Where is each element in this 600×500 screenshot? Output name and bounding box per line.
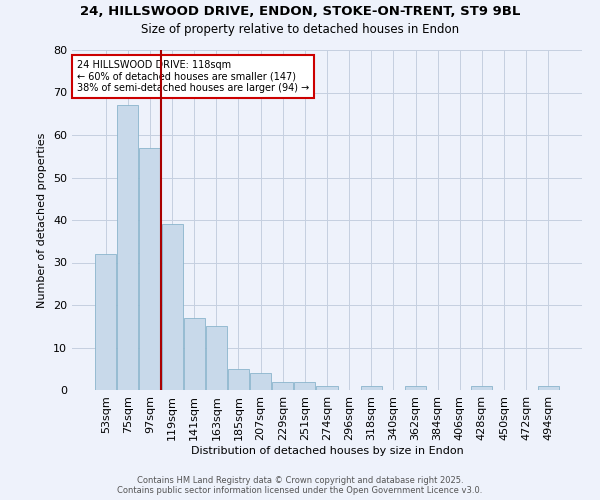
Text: Size of property relative to detached houses in Endon: Size of property relative to detached ho… [141, 22, 459, 36]
Bar [161, 224, 182, 390]
Bar [405, 386, 426, 390]
Bar [538, 386, 559, 390]
Text: 24 HILLSWOOD DRIVE: 118sqm
← 60% of detached houses are smaller (147)
38% of sem: 24 HILLSWOOD DRIVE: 118sqm ← 60% of deta… [77, 60, 310, 94]
X-axis label: Distribution of detached houses by size in Endon: Distribution of detached houses by size … [191, 446, 463, 456]
Bar [272, 382, 293, 390]
Bar [472, 386, 493, 390]
Bar [139, 148, 160, 390]
Y-axis label: Number of detached properties: Number of detached properties [37, 132, 47, 308]
Bar [206, 326, 227, 390]
Bar [184, 318, 205, 390]
Bar [361, 386, 382, 390]
Bar [316, 386, 338, 390]
Bar [295, 382, 316, 390]
Text: Contains HM Land Registry data © Crown copyright and database right 2025.
Contai: Contains HM Land Registry data © Crown c… [118, 476, 482, 495]
Bar [95, 254, 116, 390]
Text: 24, HILLSWOOD DRIVE, ENDON, STOKE-ON-TRENT, ST9 9BL: 24, HILLSWOOD DRIVE, ENDON, STOKE-ON-TRE… [80, 5, 520, 18]
Bar [250, 373, 271, 390]
Bar [118, 106, 139, 390]
Bar [228, 369, 249, 390]
